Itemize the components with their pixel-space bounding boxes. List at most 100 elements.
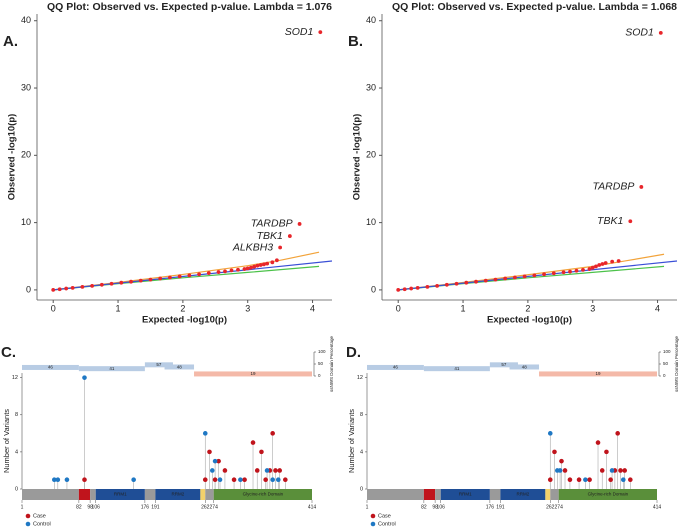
x-tick-label: 98 xyxy=(432,504,438,510)
track-axis-label: ssNWS Domain Percentage xyxy=(329,335,334,392)
point xyxy=(603,261,608,265)
point-label: ALKBH3 xyxy=(232,241,273,253)
lollipop-head xyxy=(628,477,633,483)
point xyxy=(252,264,257,269)
point xyxy=(187,273,192,278)
point xyxy=(594,264,598,269)
point xyxy=(597,263,602,267)
point xyxy=(658,30,663,35)
track-bar-label: 57 xyxy=(501,362,507,367)
x-tick-label: 2 xyxy=(180,303,185,313)
x-tick-label: 82 xyxy=(76,504,82,510)
x-tick-label: 262 xyxy=(201,504,210,510)
lollipop-head xyxy=(604,449,609,455)
x-tick-label: 414 xyxy=(653,504,662,510)
lollipop-head xyxy=(212,477,218,483)
domain xyxy=(435,489,441,500)
track-bar xyxy=(423,366,490,372)
x-tick-label: 4 xyxy=(310,303,315,313)
lollipop-head xyxy=(618,468,623,473)
point xyxy=(109,281,114,286)
domain-label: RRM1 xyxy=(114,492,127,497)
lollipop-head xyxy=(552,449,557,455)
domain xyxy=(95,489,145,500)
point xyxy=(287,234,292,238)
point xyxy=(242,267,247,271)
y-tick-label: 12 xyxy=(12,375,18,381)
x-tick-label: 98 xyxy=(87,504,93,510)
point xyxy=(574,268,579,273)
y-tick-label: 0 xyxy=(15,486,18,492)
point xyxy=(236,267,240,272)
x-tick-label: 3 xyxy=(590,303,595,313)
chart-title: QQ Plot: Observed vs. Expected p-value. … xyxy=(392,1,677,13)
point xyxy=(223,269,227,274)
point xyxy=(119,280,124,285)
point xyxy=(129,279,133,284)
x-tick-label: 106 xyxy=(92,504,101,510)
domain-label: Glycine-rich Domain xyxy=(588,492,629,497)
track-bar xyxy=(22,364,79,370)
track-bar-label: 19 xyxy=(596,371,602,376)
point xyxy=(402,287,407,292)
point xyxy=(229,268,234,273)
domain-label: RRM1 xyxy=(459,492,472,497)
y-tick-label: 12 xyxy=(357,375,363,381)
point xyxy=(297,222,302,226)
lollipop-head xyxy=(547,431,553,436)
point xyxy=(245,266,250,271)
point xyxy=(262,262,266,267)
lollipop-head xyxy=(547,477,553,483)
lollipop-head xyxy=(599,468,605,473)
lollipop-head xyxy=(52,477,57,483)
y-tick-label: 0 xyxy=(360,486,363,492)
point xyxy=(80,284,85,289)
reference-line xyxy=(53,260,333,291)
legend-marker xyxy=(25,521,31,527)
point xyxy=(148,277,153,282)
domain xyxy=(440,489,490,500)
point xyxy=(616,259,621,263)
y-tick-label: 0 xyxy=(26,284,31,294)
y-tick-label: 20 xyxy=(366,150,376,160)
lollipop-head xyxy=(55,477,61,483)
point xyxy=(318,30,323,35)
track-tick-label: 0 xyxy=(318,373,321,378)
track-bar-label: 48 xyxy=(177,364,183,369)
x-tick-label: 2 xyxy=(525,303,530,313)
panel-label: B. xyxy=(348,33,363,50)
x-tick-label: 82 xyxy=(421,504,427,510)
domain xyxy=(423,489,436,500)
y-tick-label: 0 xyxy=(371,284,376,294)
track-bar-label: 57 xyxy=(156,362,162,367)
x-tick-label: 106 xyxy=(437,504,446,510)
domain xyxy=(500,489,546,500)
domain xyxy=(200,489,206,500)
x-tick-label: 414 xyxy=(308,504,317,510)
lollipop-head xyxy=(264,468,270,473)
track-bar xyxy=(367,364,424,370)
point xyxy=(590,265,595,270)
y-tick-label: 4 xyxy=(360,449,363,455)
lollipop-head xyxy=(82,375,87,380)
lollipop-head xyxy=(242,477,247,483)
track-bar-label: 46 xyxy=(393,365,399,370)
point xyxy=(513,275,517,280)
lollipop-head xyxy=(620,477,626,483)
point xyxy=(158,276,163,281)
y-tick-label: 40 xyxy=(21,15,31,25)
legend-label: Control xyxy=(378,521,396,527)
track-axis-label: ssNWS Domain Percentage xyxy=(674,335,679,392)
point xyxy=(70,285,75,290)
point xyxy=(415,285,420,290)
point xyxy=(532,273,537,278)
lollipop-head xyxy=(559,458,564,464)
point xyxy=(255,263,260,268)
point xyxy=(278,245,283,250)
lollipop-head xyxy=(275,477,281,483)
track-bar-label: 46 xyxy=(48,365,54,370)
x-tick-label: 176 xyxy=(141,504,150,510)
y-tick-label: 10 xyxy=(21,217,31,227)
panel-label: C. xyxy=(1,344,16,361)
